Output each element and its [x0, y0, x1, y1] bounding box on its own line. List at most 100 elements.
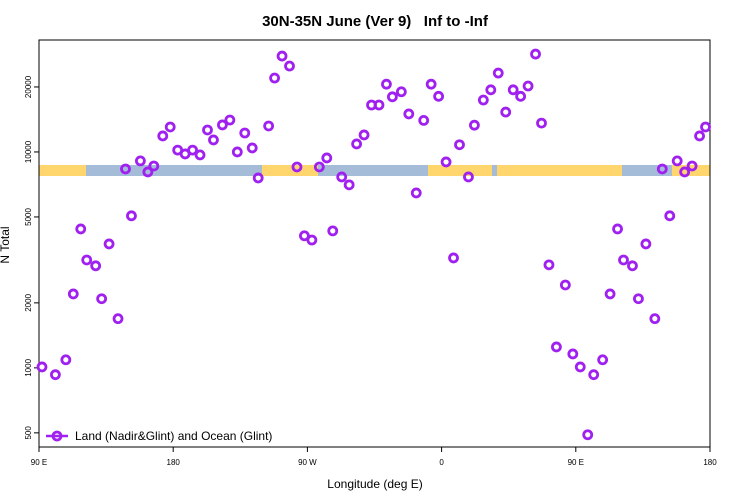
point: [500, 106, 512, 118]
x-tick-label: 180: [167, 458, 181, 467]
point: [208, 134, 219, 146]
x-tick-label: 0: [439, 458, 444, 467]
point: [640, 238, 652, 250]
point: [448, 252, 459, 264]
point: [574, 361, 586, 373]
point: [559, 279, 571, 291]
y-tick-label: 500: [24, 426, 33, 440]
point: [246, 142, 258, 154]
point: [75, 223, 87, 235]
point: [463, 171, 474, 183]
point: [142, 166, 154, 178]
y-tick-label: 2000: [24, 293, 33, 311]
point: [194, 149, 206, 161]
point: [224, 114, 236, 126]
point: [103, 238, 115, 250]
point: [567, 348, 579, 360]
point: [507, 84, 519, 96]
point: [425, 78, 437, 90]
point: [36, 361, 48, 373]
x-axis-label: Longitude (deg E): [327, 477, 422, 491]
point: [440, 156, 452, 168]
point: [551, 341, 562, 353]
plot-frame: [38, 39, 711, 448]
point: [269, 72, 280, 84]
point: [664, 210, 676, 222]
point: [485, 84, 497, 96]
point: [686, 160, 698, 172]
point: [618, 254, 629, 266]
point: [120, 163, 131, 175]
point: [386, 91, 398, 103]
point: [284, 60, 295, 72]
point: [291, 161, 303, 173]
y-tick-label: 10000: [24, 140, 33, 163]
y-axis-label: N Total: [0, 226, 12, 263]
point: [343, 179, 355, 191]
point: [612, 223, 623, 235]
point: [649, 313, 661, 325]
point: [112, 313, 124, 325]
point: [656, 163, 668, 175]
point: [134, 155, 146, 167]
land-ocean-strip: [39, 165, 710, 176]
point: [60, 354, 72, 366]
x-tick-label: 90 E: [568, 458, 584, 467]
point: [694, 130, 705, 142]
point: [126, 210, 137, 222]
point: [522, 80, 534, 92]
y-tick-label: 5000: [24, 207, 33, 225]
point: [67, 288, 79, 300]
point: [700, 121, 711, 133]
point: [588, 369, 600, 381]
point: [633, 293, 644, 305]
point: [50, 369, 61, 381]
point: [313, 161, 325, 173]
point: [202, 124, 213, 136]
point: [410, 187, 422, 199]
point: [96, 293, 108, 305]
legend-marker: [51, 430, 63, 442]
point: [530, 48, 541, 60]
point: [515, 90, 527, 102]
point: [217, 119, 228, 131]
point: [492, 67, 504, 79]
point: [231, 146, 243, 158]
point: [351, 138, 363, 150]
point: [418, 115, 430, 126]
point: [454, 139, 465, 151]
x-tick-label: 90 E: [31, 458, 47, 467]
point: [327, 225, 339, 237]
chart-title: 30N-35N June (Ver 9) Inf to -Inf: [262, 13, 489, 30]
point: [477, 94, 489, 106]
legend-label: Land (Nadir&Glint) and Ocean (Glint): [75, 429, 272, 443]
ocean-band: [39, 165, 710, 176]
land-band: [428, 165, 492, 176]
point: [403, 108, 415, 120]
point: [582, 429, 594, 441]
point: [536, 117, 547, 129]
point: [90, 260, 102, 272]
point: [321, 152, 333, 164]
point: [358, 129, 370, 141]
x-tick-label: 180: [703, 458, 717, 467]
point: [306, 234, 318, 246]
y-tick-label: 1000: [24, 358, 33, 376]
point: [469, 119, 480, 131]
point: [373, 99, 385, 111]
point: [381, 78, 392, 90]
point: [433, 90, 445, 102]
point: [276, 50, 288, 62]
point: [157, 130, 169, 142]
point: [81, 254, 93, 266]
land-band: [39, 165, 86, 176]
point: [239, 127, 251, 139]
point: [299, 230, 310, 242]
point: [164, 121, 176, 133]
land-band: [497, 165, 622, 176]
point: [148, 160, 160, 172]
point: [543, 259, 555, 271]
point: [252, 172, 264, 184]
point: [604, 288, 616, 300]
